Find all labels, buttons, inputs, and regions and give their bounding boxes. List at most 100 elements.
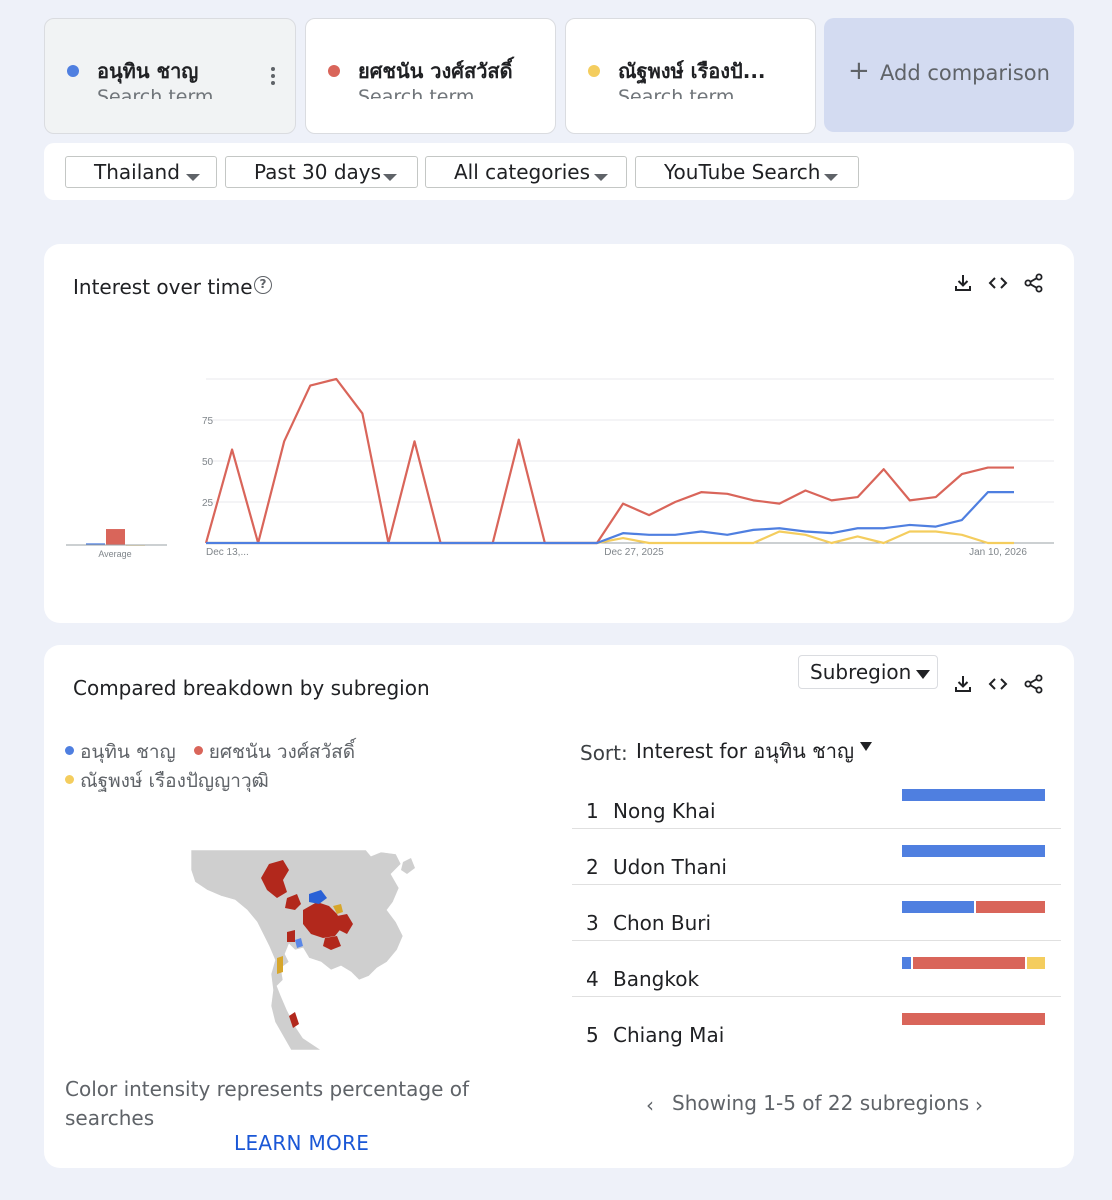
region-share-bar xyxy=(902,845,1045,857)
region-row[interactable]: 5 Chiang Mai xyxy=(572,997,1061,1053)
term-color-dot xyxy=(328,65,340,77)
y-tick-label: 75 xyxy=(202,416,214,427)
region-row[interactable]: 1 Nong Khai xyxy=(572,773,1061,829)
y-tick-label: 25 xyxy=(202,498,214,509)
next-page-button[interactable]: › xyxy=(975,1093,983,1117)
dropdown-caret-icon xyxy=(186,174,200,181)
interest-over-time-panel: Interest over time ? Average 75 50 25 De… xyxy=(44,244,1074,623)
share-icon[interactable] xyxy=(1023,673,1045,695)
help-icon[interactable]: ? xyxy=(254,276,272,294)
average-bar xyxy=(86,543,105,545)
dropdown-caret-icon xyxy=(916,670,930,679)
region-name: Chiang Mai xyxy=(613,1023,725,1047)
period-filter-value: Past 30 days xyxy=(254,160,382,184)
dropdown-caret-icon xyxy=(824,174,838,181)
region-share-bar xyxy=(902,789,1045,801)
region-map[interactable] xyxy=(191,850,461,1050)
term-type-label: Search term xyxy=(97,86,214,99)
region-row[interactable]: 3 Chon Buri xyxy=(572,885,1061,941)
map-region[interactable] xyxy=(309,890,327,904)
legend-dot xyxy=(65,775,74,784)
legend-label: ณัฐพงษ์ เรืองปัญญาวุฒิ xyxy=(80,770,269,792)
region-share-bar xyxy=(902,901,1045,913)
map-region[interactable] xyxy=(303,902,343,938)
more-vert-icon[interactable] xyxy=(271,67,275,88)
average-label: Average xyxy=(98,549,131,559)
subregion-select[interactable]: Subregion xyxy=(798,655,938,689)
subregion-panel: Compared breakdown by subregion Subregio… xyxy=(44,645,1074,1168)
average-chart: Average xyxy=(66,529,167,559)
sort-caret-icon[interactable] xyxy=(860,742,872,751)
term-card-2[interactable]: ยศชนัน วงศ์สวัสดิ์ Search term xyxy=(305,18,556,134)
legend-dot xyxy=(193,746,203,755)
map-note: Color intensity represents percentage of… xyxy=(65,1077,470,1130)
region-rank: 4 xyxy=(586,967,599,991)
prev-page-button[interactable]: ‹ xyxy=(646,1093,654,1117)
add-comparison-button[interactable]: + Add comparison xyxy=(824,18,1074,132)
map-region[interactable] xyxy=(277,956,283,974)
map-region[interactable] xyxy=(287,930,295,942)
plus-icon: + xyxy=(848,56,870,86)
legend: อนุทิน ชาญ ยศชนัน วงศ์สวัสดิ์ xyxy=(65,737,355,767)
embed-icon[interactable] xyxy=(987,272,1009,294)
region-row[interactable]: 4 Bangkok xyxy=(572,941,1061,997)
x-tick-label: Jan 10, 2026 xyxy=(969,547,1027,558)
region-name: Bangkok xyxy=(613,967,700,991)
region-filter[interactable]: Thailand xyxy=(65,156,217,188)
category-filter[interactable]: All categories xyxy=(425,156,627,188)
term-name[interactable]: ณัฐพงษ์ เรืองปั... xyxy=(618,59,766,83)
learn-more-link[interactable]: LEARN MORE xyxy=(234,1131,370,1155)
region-share-bar xyxy=(902,957,1045,969)
share-segment xyxy=(1024,957,1045,969)
pager-text: Showing 1-5 of 22 subregions xyxy=(672,1091,970,1115)
share-segment xyxy=(902,789,1045,801)
term-color-dot xyxy=(67,65,79,77)
property-filter-value: YouTube Search xyxy=(664,160,821,184)
download-icon[interactable] xyxy=(952,673,974,695)
sort-label: Sort: xyxy=(580,741,628,765)
legend-item: ยศชนัน วงศ์สวัสดิ์ xyxy=(193,741,356,763)
region-rank: 5 xyxy=(586,1023,599,1047)
property-filter[interactable]: YouTube Search xyxy=(635,156,859,188)
sort-select[interactable]: Interest for อนุทิน ชาญ xyxy=(636,739,855,763)
download-icon[interactable] xyxy=(952,272,974,294)
legend-item: ณัฐพงษ์ เรืองปัญญาวุฒิ xyxy=(65,770,269,792)
legend: ณัฐพงษ์ เรืองปัญญาวุฒิ xyxy=(65,766,269,796)
map-region[interactable] xyxy=(333,904,343,914)
map-region[interactable] xyxy=(285,894,301,910)
panel-title: Compared breakdown by subregion xyxy=(73,676,430,700)
term-type-label: Search term xyxy=(618,86,735,99)
embed-icon[interactable] xyxy=(987,673,1009,695)
legend-dot xyxy=(65,746,74,755)
map-region[interactable] xyxy=(323,936,341,950)
share-segment xyxy=(973,901,1045,913)
term-name[interactable]: อนุทิน ชาญ xyxy=(97,59,199,83)
y-tick-label: 50 xyxy=(202,457,214,468)
category-filter-value: All categories xyxy=(454,160,590,184)
region-rank: 1 xyxy=(586,799,599,823)
map-land xyxy=(191,850,404,1050)
share-segment xyxy=(902,901,974,913)
share-icon[interactable] xyxy=(1023,272,1045,294)
interest-line-chart: 75 50 25 Dec 13,... Dec 27, 2025 Jan 10,… xyxy=(202,377,1054,558)
legend-label: ยศชนัน วงศ์สวัสดิ์ xyxy=(208,741,356,763)
legend-label: อนุทิน ชาญ xyxy=(80,741,176,763)
map-region[interactable] xyxy=(261,860,289,898)
map-region[interactable] xyxy=(289,1012,299,1028)
region-share-bar xyxy=(902,1013,1045,1025)
term-card-1[interactable]: อนุทิน ชาญ Search term xyxy=(44,18,296,134)
subregion-select-value: Subregion xyxy=(810,660,912,684)
map-region[interactable] xyxy=(337,914,353,934)
region-row[interactable]: 2 Udon Thani xyxy=(572,829,1061,885)
add-comparison-label: Add comparison xyxy=(880,61,1050,85)
map-island xyxy=(401,858,415,874)
term-name[interactable]: ยศชนัน วงศ์สวัสดิ์ xyxy=(358,59,513,83)
series-line xyxy=(206,491,1014,545)
x-tick-label: Dec 27, 2025 xyxy=(604,547,664,558)
period-filter[interactable]: Past 30 days xyxy=(225,156,418,188)
map-region[interactable] xyxy=(295,938,303,948)
legend-item: อนุทิน ชาญ xyxy=(65,741,176,763)
dropdown-caret-icon xyxy=(383,174,397,181)
term-card-3[interactable]: ณัฐพงษ์ เรืองปั... Search term xyxy=(565,18,816,134)
share-segment xyxy=(902,957,911,969)
